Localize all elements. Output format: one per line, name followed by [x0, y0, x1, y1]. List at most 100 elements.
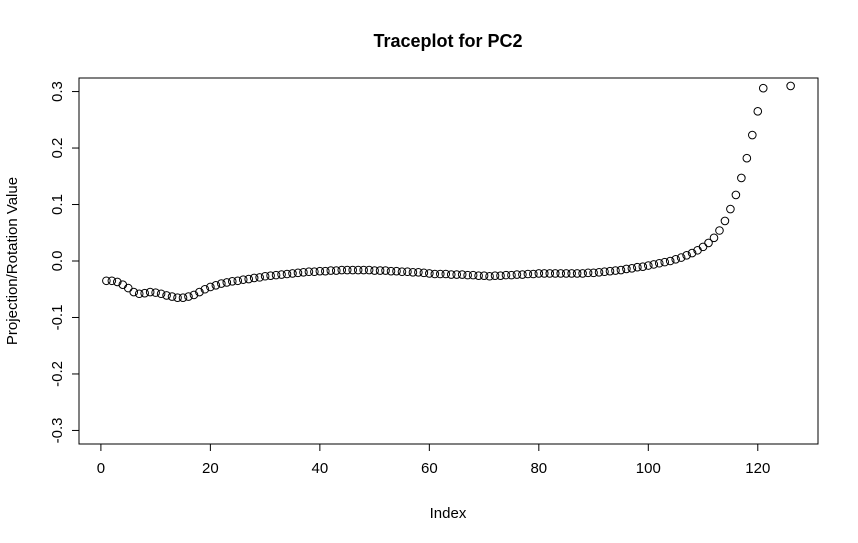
point [627, 264, 637, 273]
point [123, 283, 133, 293]
point [682, 251, 691, 260]
point [364, 265, 374, 275]
point [529, 269, 538, 279]
y-tick-label: 0.3 [49, 81, 66, 102]
point [140, 288, 149, 298]
y-axis-label: Projection/Rotation Value [4, 177, 21, 345]
point [315, 266, 325, 276]
point [430, 269, 440, 279]
point [195, 287, 204, 297]
point [720, 216, 730, 226]
point [134, 289, 144, 299]
point [255, 273, 264, 282]
point [353, 265, 363, 275]
point [222, 278, 232, 287]
point [463, 270, 472, 280]
point [375, 266, 385, 275]
point [737, 173, 746, 183]
point [337, 265, 347, 275]
point [370, 266, 379, 275]
point [277, 270, 286, 279]
point [200, 284, 210, 294]
y-tick-label: -0.2 [49, 361, 66, 387]
point [556, 269, 566, 278]
point [468, 270, 478, 280]
point [107, 276, 117, 286]
point [206, 282, 215, 292]
point [512, 270, 522, 279]
point [523, 269, 533, 279]
x-tick-label: 0 [97, 460, 105, 477]
point [474, 271, 483, 280]
point [457, 270, 467, 279]
point [173, 293, 182, 303]
point [687, 248, 697, 258]
point [151, 288, 160, 297]
point [589, 268, 598, 278]
x-tick-label: 40 [312, 460, 329, 477]
point [386, 266, 396, 276]
point [321, 266, 330, 276]
point [452, 270, 462, 279]
point [167, 292, 177, 301]
point [425, 269, 434, 278]
point [534, 269, 544, 278]
point [600, 267, 609, 277]
point [715, 226, 724, 235]
point [507, 270, 516, 280]
point [698, 242, 708, 252]
point [310, 267, 319, 277]
point [435, 269, 445, 279]
point [102, 276, 111, 286]
point [518, 270, 527, 279]
point [419, 268, 429, 278]
chart-title: Traceplot for PC2 [373, 31, 522, 51]
point [156, 289, 166, 299]
point [605, 266, 615, 276]
point [288, 269, 297, 278]
point [496, 271, 505, 280]
point [211, 280, 221, 290]
point [441, 269, 451, 279]
y-tick-label: -0.1 [49, 305, 66, 331]
point [742, 153, 752, 163]
x-tick-label: 60 [421, 460, 438, 477]
point [408, 267, 418, 277]
point [550, 269, 560, 278]
point [244, 274, 253, 284]
point [611, 266, 620, 275]
point [266, 271, 275, 280]
point [397, 267, 407, 277]
x-axis-label: Index [430, 505, 467, 522]
point [561, 269, 571, 278]
point [501, 270, 511, 280]
point [638, 262, 648, 271]
point [671, 255, 680, 264]
point [490, 271, 500, 280]
point [381, 266, 390, 275]
point [331, 266, 341, 275]
point [113, 277, 122, 287]
y-tick-label: 0.1 [49, 194, 66, 215]
point [665, 256, 675, 266]
point [567, 269, 576, 278]
y-tick-label: 0.2 [49, 138, 66, 159]
point [238, 275, 248, 284]
point [217, 279, 226, 288]
point [726, 204, 735, 214]
point [162, 291, 171, 300]
point [539, 269, 549, 278]
x-tick-label: 80 [530, 460, 547, 477]
point [326, 266, 336, 275]
point [748, 130, 757, 140]
point [704, 238, 713, 248]
point [304, 267, 314, 277]
point [753, 107, 763, 116]
point [578, 269, 587, 278]
point [293, 268, 303, 278]
point [145, 287, 155, 297]
point [709, 233, 719, 243]
point [485, 271, 494, 281]
